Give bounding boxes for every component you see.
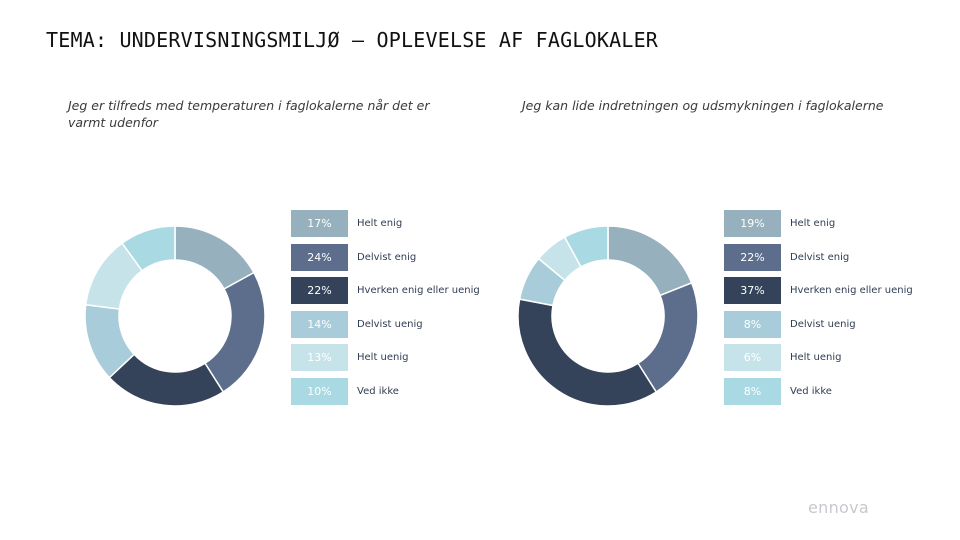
legend-label: Helt uenig bbox=[790, 344, 842, 371]
data-label: 22% bbox=[724, 244, 781, 271]
donut-slice-1 bbox=[608, 226, 692, 295]
legend-item: 22% Delvist enig bbox=[724, 244, 960, 271]
data-label: 37% bbox=[724, 277, 781, 304]
chart-1-subtitle: Jeg er tilfreds med temperaturen i faglo… bbox=[68, 97, 458, 131]
legend-label: Delvist uenig bbox=[790, 311, 856, 338]
legend-label: Hverken enig eller uenig bbox=[790, 277, 913, 304]
legend-label: Delvist uenig bbox=[357, 311, 423, 338]
legend-label: Helt enig bbox=[790, 210, 835, 237]
data-label: 17% bbox=[291, 210, 348, 237]
data-label: 19% bbox=[724, 210, 781, 237]
legend-label: Helt enig bbox=[357, 210, 402, 237]
ennova-logo: ennova bbox=[808, 498, 869, 517]
data-label: 6% bbox=[724, 344, 781, 371]
legend-item: 13% Helt uenig bbox=[291, 344, 531, 371]
legend-label: Ved ikke bbox=[790, 378, 832, 405]
legend-label: Delvist enig bbox=[357, 244, 416, 271]
donut-slice-3 bbox=[518, 299, 656, 406]
legend-label: Ved ikke bbox=[357, 378, 399, 405]
legend-item: 6% Helt uenig bbox=[724, 344, 960, 371]
data-label: 24% bbox=[291, 244, 348, 271]
legend-label: Delvist enig bbox=[790, 244, 849, 271]
legend-item: 19% Helt enig bbox=[724, 210, 960, 237]
data-label: 13% bbox=[291, 344, 348, 371]
legend-item: 8% Ved ikke bbox=[724, 378, 960, 405]
legend-item: 14% Delvist uenig bbox=[291, 311, 531, 338]
page-title: TEMA: UNDERVISNINGSMILJØ – OPLEVELSE AF … bbox=[46, 28, 658, 52]
legend-item: 17% Helt enig bbox=[291, 210, 531, 237]
donut-slice-2 bbox=[205, 273, 265, 392]
legend-label: Helt uenig bbox=[357, 344, 409, 371]
chart-2-subtitle: Jeg kan lide indretningen og udsmykninge… bbox=[522, 97, 922, 114]
legend-item: 10% Ved ikke bbox=[291, 378, 531, 405]
data-label: 8% bbox=[724, 311, 781, 338]
legend-item: 24% Delvist enig bbox=[291, 244, 531, 271]
data-label: 10% bbox=[291, 378, 348, 405]
data-label: 14% bbox=[291, 311, 348, 338]
legend-label: Hverken enig eller uenig bbox=[357, 277, 480, 304]
chart-1-donut bbox=[75, 210, 275, 420]
legend-item: 8% Delvist uenig bbox=[724, 311, 960, 338]
data-label: 8% bbox=[724, 378, 781, 405]
legend-item: 22% Hverken enig eller uenig bbox=[291, 277, 531, 304]
chart-2-donut bbox=[508, 210, 708, 420]
legend-item: 37% Hverken enig eller uenig bbox=[724, 277, 960, 304]
donut-slice-2 bbox=[638, 283, 698, 392]
data-label: 22% bbox=[291, 277, 348, 304]
